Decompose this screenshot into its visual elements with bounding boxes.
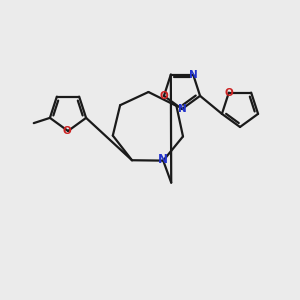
Text: O: O: [63, 126, 71, 136]
Text: N: N: [189, 70, 197, 80]
Text: N: N: [178, 104, 186, 114]
Text: O: O: [160, 91, 168, 101]
Text: N: N: [158, 153, 168, 166]
Text: O: O: [224, 88, 233, 98]
